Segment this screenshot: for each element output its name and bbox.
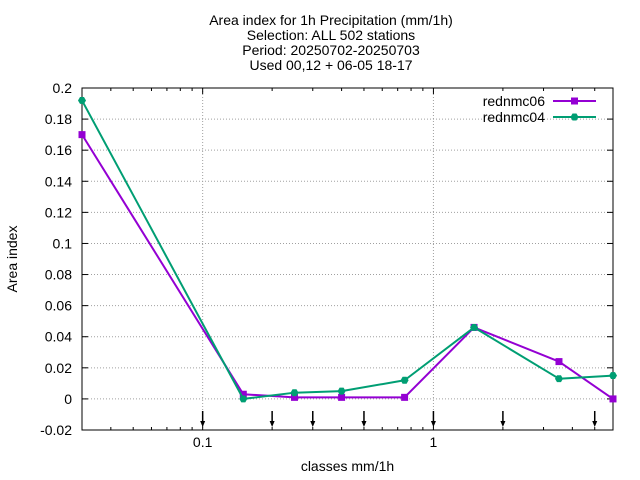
- y-tick-label: 0: [64, 391, 72, 407]
- marker-head: [592, 421, 598, 427]
- marker-head: [500, 421, 506, 427]
- y-tick-label: 0.12: [45, 204, 72, 220]
- class-threshold-marker: [361, 411, 367, 427]
- data-point: [290, 393, 298, 401]
- title-line: Used 00,12 + 06-05 18-17: [249, 57, 412, 73]
- y-tick-label: 0.16: [45, 142, 72, 158]
- class-threshold-marker: [500, 411, 506, 427]
- chart-title: Area index for 1h Precipitation (mm/1h)S…: [209, 12, 453, 73]
- x-axis-label: classes mm/1h: [301, 458, 394, 474]
- data-point: [78, 131, 86, 139]
- data-point: [239, 395, 248, 403]
- series-rednmc04: [78, 96, 617, 403]
- marker-head: [310, 421, 316, 427]
- legend-item: rednmc04: [483, 109, 596, 125]
- series-line: [81, 99, 614, 400]
- class-threshold-markers: [200, 411, 598, 427]
- data-point: [554, 375, 563, 383]
- marker-head: [361, 421, 367, 427]
- y-tick-label: 0.1: [53, 235, 73, 251]
- series-line: [81, 134, 614, 400]
- data-point: [239, 390, 247, 398]
- title-line: Selection: ALL 502 stations: [247, 27, 415, 43]
- data-point: [609, 395, 617, 403]
- data-point: [401, 393, 409, 401]
- series-lines: [78, 96, 617, 403]
- data-point: [555, 358, 563, 366]
- series-rednmc06: [78, 131, 617, 403]
- class-threshold-marker: [310, 411, 316, 427]
- x-tick-label: 0.1: [193, 434, 213, 450]
- x-axis-ticks: 0.1 1: [81, 88, 614, 450]
- data-point: [290, 389, 299, 397]
- y-tick-label: -0.02: [40, 422, 72, 438]
- y-tick-label: 0.18: [45, 111, 72, 127]
- y-tick-label: 0.06: [45, 298, 72, 314]
- legend-item: rednmc06: [483, 93, 596, 109]
- data-point: [337, 387, 346, 395]
- y-tick-label: 0.02: [45, 360, 72, 376]
- legend-label: rednmc04: [483, 109, 545, 125]
- grid: [82, 88, 613, 430]
- data-point: [609, 372, 617, 380]
- class-threshold-marker: [269, 411, 275, 427]
- title-line: Area index for 1h Precipitation (mm/1h): [209, 12, 453, 28]
- y-tick-label: 0.04: [45, 329, 72, 345]
- y-tick-label: 0.14: [45, 173, 72, 189]
- x-tick-label: 1: [430, 434, 438, 450]
- y-tick-label: 0.2: [53, 80, 73, 96]
- y-tick-label: 0.08: [45, 267, 72, 283]
- data-point: [338, 393, 346, 401]
- data-point: [78, 96, 86, 104]
- y-axis-ticks: -0.02 0 0.02 0.04 0.06 0.08 0.1 0.12 0.14 0.16 0.1…: [40, 80, 613, 438]
- data-point: [470, 323, 479, 331]
- legend-label: rednmc06: [483, 93, 545, 109]
- data-point: [571, 97, 578, 105]
- y-axis-label: Area index: [4, 226, 20, 293]
- marker-head: [269, 421, 275, 427]
- data-point: [570, 113, 579, 121]
- data-point: [400, 376, 409, 384]
- plot-frame: [81, 87, 614, 431]
- title-line: Period: 20250702-20250703: [242, 42, 420, 58]
- class-threshold-marker: [592, 411, 598, 427]
